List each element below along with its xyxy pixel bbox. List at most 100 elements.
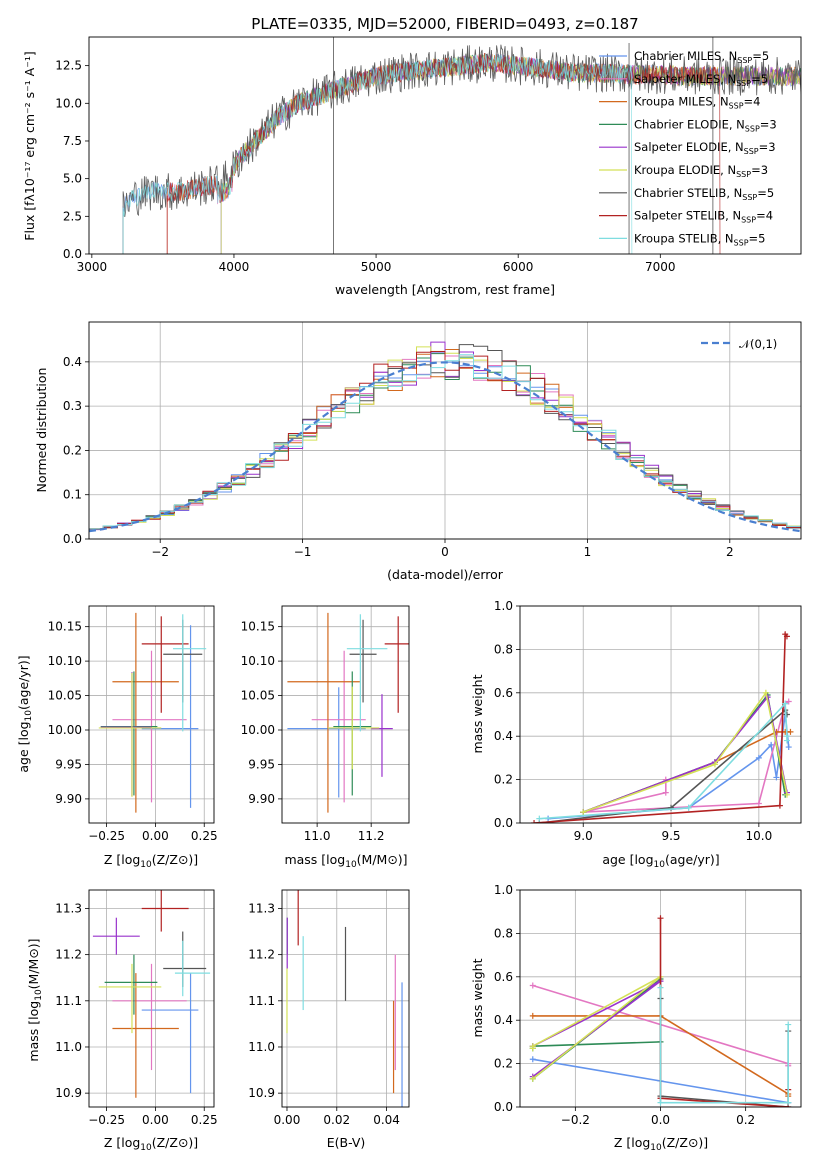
x-tick-label: 0.00 — [142, 1113, 169, 1127]
legend-label: Chabrier MILES, NSSP=5 — [634, 49, 769, 65]
y-tick-label: 10.9 — [248, 1086, 275, 1100]
errorbar-point — [112, 973, 179, 1098]
x-axis-label: Z [log10(Z/Z⊙)] — [614, 1135, 708, 1153]
series-marker — [529, 1045, 536, 1052]
plot-area-5 — [92, 890, 211, 1098]
legend-label-main: Salpeter MILES, N — [634, 72, 736, 86]
x-tick-label: 3000 — [77, 260, 108, 274]
x-tick-label: −0.25 — [88, 1113, 125, 1127]
errorbar-point — [163, 931, 207, 987]
legend-label-sub: SSP — [742, 193, 757, 202]
x-axis-label-sub: 10 — [140, 860, 152, 870]
x-axis-label-main: Z [log — [104, 852, 140, 867]
series-marker — [762, 689, 769, 696]
legend-label-sub: SSP — [741, 216, 756, 225]
plot-area-4 — [531, 631, 794, 823]
series-marker — [711, 761, 718, 768]
errorbar-point — [174, 940, 211, 997]
series-marker — [529, 1012, 536, 1019]
y-tick-label: 11.3 — [55, 901, 82, 915]
x-axis-label-tail: (Z/Z⊙)] — [662, 1135, 708, 1150]
legend-label-main: Kroupa MILES, N — [634, 95, 729, 109]
y-axis-label: mass weight — [470, 958, 485, 1037]
x-tick-label: 0.25 — [191, 1113, 218, 1127]
legend-label-sub: SSP — [736, 170, 751, 179]
x-tick-label: 11.2 — [358, 829, 385, 843]
series-line — [659, 918, 790, 1107]
series-line — [539, 708, 788, 823]
axes-frame — [281, 605, 410, 824]
x-tick-label: −0.2 — [561, 1113, 590, 1127]
series-marker — [785, 1099, 792, 1106]
axes-4 — [516, 605, 801, 827]
series-line — [532, 980, 661, 1078]
errorbar-point — [112, 612, 179, 813]
series-line — [539, 701, 788, 820]
legend-label-main: Salpeter ELODIE, N — [634, 140, 744, 154]
y-tick-label: 0.1 — [63, 488, 82, 502]
series-marker — [776, 802, 783, 809]
legend-label-main: Chabrier MILES, N — [634, 49, 737, 63]
legend-label-sub: SSP — [729, 102, 744, 111]
x-axis-label: wavelength [Angstrom, rest frame] — [335, 282, 555, 297]
y-axis-label-tail: (M/M⊙)] — [26, 938, 41, 989]
x-tick-label: −1 — [294, 545, 312, 559]
axes-frame — [88, 889, 215, 1108]
y-tick-label: 9.95 — [55, 757, 82, 771]
x-axis-label-main: mass [log — [284, 852, 345, 867]
x-tick-label: 0.00 — [274, 1113, 301, 1127]
y-tick-label: 10.00 — [241, 723, 275, 737]
legend-label-tail: =5 — [757, 186, 774, 200]
errorbar-point — [104, 954, 158, 1015]
x-tick-label: 11.0 — [304, 829, 331, 843]
y-axis-label-tail: (age/yr)] — [16, 655, 31, 710]
y-axis-label-sub: 10 — [24, 710, 34, 722]
series-marker — [755, 754, 762, 761]
series-line — [534, 632, 788, 823]
legend-label-main: Kroupa STELIB, N — [634, 231, 734, 245]
errorbar-point — [98, 672, 162, 797]
axes-2 — [85, 606, 214, 827]
x-axis-label-main: Z [log — [104, 1135, 140, 1150]
x-axis-label-sub: 10 — [345, 860, 357, 870]
x-tick-label: 0.2 — [736, 1113, 755, 1127]
legend-label-tail: =3 — [759, 140, 776, 154]
errorbar-point — [112, 963, 187, 1071]
legend-label-main: Chabrier STELIB, N — [634, 186, 742, 200]
y-tick-label: 10.05 — [48, 689, 82, 703]
x-axis-label: E(B-V) — [327, 1135, 366, 1150]
y-axis-label: age [log10(age/yr)] — [16, 655, 34, 772]
series-marker — [785, 698, 792, 705]
errorbar-point — [92, 917, 140, 955]
plot-area-0 — [122, 37, 801, 254]
y-tick-label: 0.4 — [494, 1013, 513, 1027]
axes-0 — [85, 37, 801, 258]
y-tick-label: 1.0 — [494, 599, 513, 613]
x-tick-label: 0.0 — [651, 1113, 670, 1127]
y-tick-label: 10.15 — [241, 620, 275, 634]
y-tick-label: 1.0 — [494, 883, 513, 897]
legend-label-tail: =5 — [752, 49, 769, 63]
axes-frame — [88, 605, 215, 824]
legend-label: Salpeter ELODIE, NSSP=3 — [634, 140, 776, 156]
y-axis-label: mass weight — [470, 674, 485, 753]
normal-curve — [89, 361, 801, 533]
y-tick-label: 0.2 — [494, 773, 513, 787]
y-tick-label: 12.5 — [55, 59, 82, 73]
errorbar-point — [349, 619, 377, 703]
legend-label: Chabrier STELIB, NSSP=5 — [634, 186, 774, 202]
series-marker — [529, 1075, 536, 1082]
y-tick-label: 0.8 — [494, 926, 513, 940]
y-tick-label: 9.95 — [248, 757, 275, 771]
y-tick-label: 0.3 — [63, 399, 82, 413]
series-marker — [657, 915, 664, 922]
series-marker — [782, 700, 789, 707]
x-axis-label: Z [log10(Z/Z⊙)] — [104, 1135, 198, 1153]
x-tick-label: 10.0 — [745, 829, 772, 843]
y-tick-label: 0.0 — [63, 247, 82, 261]
x-tick-label: 5000 — [361, 260, 392, 274]
errorbar-point — [141, 973, 199, 1094]
y-tick-label: 10.05 — [241, 689, 275, 703]
legend-label-sub: SSP — [734, 238, 749, 247]
y-tick-label: 0.6 — [494, 686, 513, 700]
